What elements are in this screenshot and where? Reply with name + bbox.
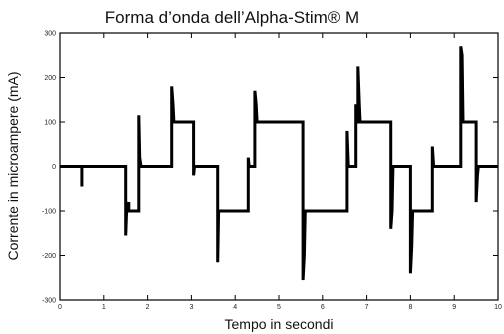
y-tick-label: 100 [44, 120, 56, 127]
y-tick-label: -200 [42, 253, 56, 260]
x-tick-label: 0 [58, 304, 62, 311]
x-axis-label: Tempo in secondi [225, 316, 334, 332]
x-tick-label: 4 [233, 304, 237, 311]
y-axis-label: Corrente in microampere (mA) [5, 71, 21, 260]
x-tick-label: 8 [408, 304, 412, 311]
waveform-line [60, 46, 498, 281]
x-tick-label: 1 [102, 304, 106, 311]
x-tick-label: 9 [452, 304, 456, 311]
x-tick-label: 6 [321, 304, 325, 311]
y-tick-label: -100 [42, 209, 56, 216]
axis-ticks: 0 1 2 3 4 5 6 7 8 9 10 300 200 100 0 -100 -200 -300 [42, 31, 502, 312]
y-tick-label: -300 [42, 298, 56, 305]
y-tick-label: 200 [44, 75, 56, 82]
x-tick-label: 3 [189, 304, 193, 311]
x-tick-label: 7 [365, 304, 369, 311]
x-tick-label: 10 [494, 304, 502, 311]
chart-title: Forma d’onda dell’Alpha-Stim® M [104, 8, 360, 27]
x-tick-label: 2 [146, 304, 150, 311]
y-tick-label: 0 [52, 164, 56, 171]
y-tick-label: 300 [44, 31, 56, 38]
x-tick-label: 5 [277, 304, 281, 311]
